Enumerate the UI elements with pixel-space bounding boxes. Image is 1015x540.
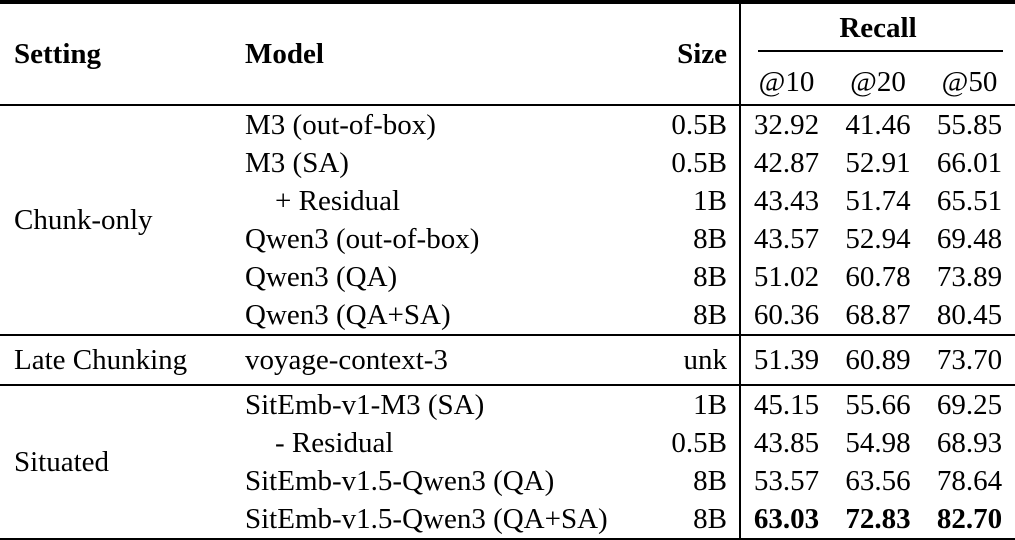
recall-at50-cell: 68.93 [936,426,1003,459]
setting-cell: Situated [14,445,110,478]
recall-at20-cell: 52.91 [845,146,911,179]
col-header-at10: @10 [739,60,832,105]
table-row: Situated SitEmb-v1-M3 (SA) 1B 45.15 55.6… [0,385,1015,478]
section-situated: Situated SitEmb-v1-M3 (SA) 1B 45.15 55.6… [0,385,1015,538]
table-row: SitEmb-v1.5-Qwen3 (QA+SA) 8B 63.03 72.83… [0,500,1015,538]
size-cell: 8B [693,260,727,293]
recall-at20-cell: 55.66 [845,388,911,421]
setting-cell: Late Chunking [14,343,188,376]
recall-at50-cell: 65.51 [936,184,1003,217]
recall-at50-cell: 55.85 [936,108,1003,141]
col-header-setting: Setting [14,37,101,70]
recall-at10-cell: 45.15 [739,385,832,424]
size-cell: 8B [693,464,727,497]
col-header-model: Model [245,37,324,70]
size-cell: 8B [693,502,727,535]
recall-at20-cell: 72.83 [845,502,911,535]
recall-results-table: Setting Model Size Recall @10 @20 @50 Ch… [0,4,1015,538]
model-cell: M3 (out-of-box) [245,108,436,141]
model-cell: + Residual [275,184,401,217]
recall-at20-cell: 52.94 [845,222,911,255]
table-row: Qwen3 (out-of-box) 8B 43.57 52.94 69.48 [0,220,1015,258]
header-row-cutoffs: @10 @20 @50 [0,60,1015,105]
size-cell: 8B [693,298,727,331]
section-chunk-only: Chunk-only M3 (out-of-box) 0.5B 32.92 41… [0,105,1015,335]
table-row: SitEmb-v1.5-Qwen3 (QA) 8B 53.57 63.56 78… [0,462,1015,500]
recall-at10-cell: 51.02 [739,258,832,296]
recall-at10-cell: 43.85 [739,424,832,462]
col-header-recall: Recall [839,12,917,44]
col-header-recall-group: Recall [738,4,1015,60]
size-cell: 1B [693,388,727,421]
table-row: Qwen3 (QA) 8B 51.02 60.78 73.89 [0,258,1015,296]
model-cell: voyage-context-3 [245,343,448,376]
recall-at10-cell: 60.36 [739,296,832,335]
size-cell: 1B [693,184,727,217]
recall-at50-cell: 78.64 [936,464,1003,497]
recall-at10-cell: 43.57 [739,220,832,258]
recall-at20-cell: 60.89 [845,343,911,376]
model-cell: SitEmb-v1.5-Qwen3 (QA+SA) [245,502,608,535]
recall-at20-cell: 63.56 [845,464,911,497]
table-row: Chunk-only M3 (out-of-box) 0.5B 32.92 41… [0,105,1015,236]
model-cell: M3 (SA) [245,146,349,179]
size-cell: 0.5B [671,108,727,141]
recall-at10-cell: 51.39 [739,335,832,385]
recall-at50-cell: 69.25 [936,388,1003,421]
recall-at50-cell: 73.70 [936,343,1003,376]
recall-at10-cell: 53.57 [739,462,832,500]
header-row-top: Setting Model Size Recall [0,4,1015,70]
size-cell: 0.5B [671,146,727,179]
table-row: - Residual 0.5B 43.85 54.98 68.93 [0,424,1015,462]
recall-at20-cell: 41.46 [845,108,911,141]
table-row: M3 (SA) 0.5B 42.87 52.91 66.01 [0,144,1015,182]
recall-at20-cell: 68.87 [845,298,911,331]
recall-at20-cell: 60.78 [845,260,911,293]
recall-at20-cell: 54.98 [845,426,911,459]
recall-underline-rule [758,50,1004,52]
model-cell: SitEmb-v1-M3 (SA) [245,388,485,421]
table-header: Setting Model Size Recall @10 @20 @50 [0,4,1015,105]
model-cell: Qwen3 (out-of-box) [245,222,480,255]
recall-at10-cell: 42.87 [739,144,832,182]
col-header-size: Size [677,37,727,70]
model-cell: Qwen3 (QA) [245,260,398,293]
recall-at50-cell: 73.89 [936,260,1003,293]
section-late-chunking: Late Chunking voyage-context-3 unk 51.39… [0,335,1015,385]
size-cell: 8B [693,222,727,255]
col-header-at20: @20 [850,65,906,98]
model-cell: - Residual [275,426,394,459]
recall-at10-cell: 32.92 [739,105,832,144]
recall-at10-cell: 43.43 [739,182,832,220]
model-cell: Qwen3 (QA+SA) [245,298,451,331]
table-row: Qwen3 (QA+SA) 8B 60.36 68.87 80.45 [0,296,1015,335]
col-header-at50: @50 [941,65,998,98]
size-cell: 0.5B [671,426,727,459]
recall-at50-cell: 69.48 [936,222,1003,255]
table-row: + Residual 1B 43.43 51.74 65.51 [0,182,1015,220]
table-row: Late Chunking voyage-context-3 unk 51.39… [0,335,1015,385]
setting-cell: Chunk-only [14,203,153,236]
model-cell: SitEmb-v1.5-Qwen3 (QA) [245,464,555,497]
recall-at50-cell: 80.45 [936,298,1003,331]
size-cell: unk [683,343,728,376]
recall-at50-cell: 82.70 [936,502,1003,535]
recall-at50-cell: 66.01 [936,146,1003,179]
recall-at10-cell: 63.03 [739,500,832,538]
recall-at20-cell: 51.74 [845,184,911,217]
